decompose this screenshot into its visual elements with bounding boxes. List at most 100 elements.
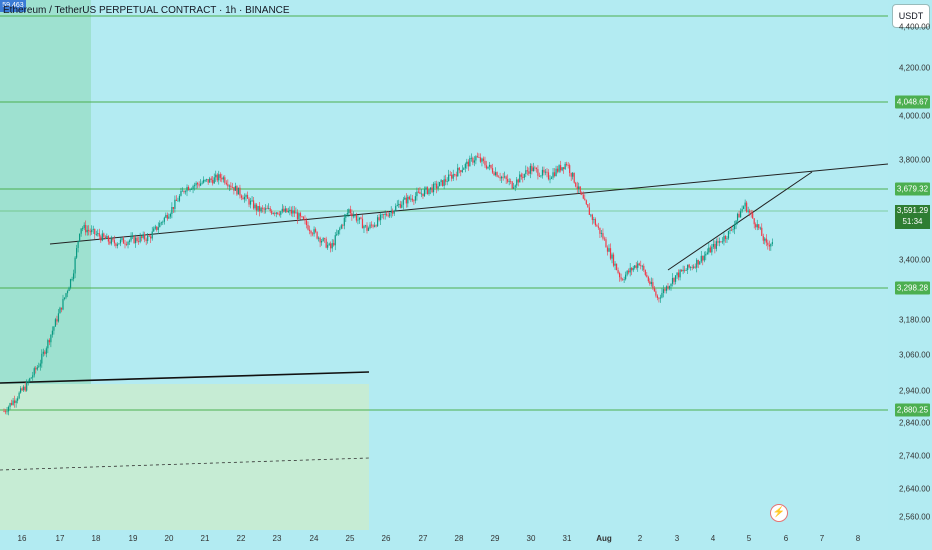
candle-body	[358, 217, 361, 220]
candle-body	[594, 219, 596, 226]
candle-body	[578, 186, 580, 189]
candle-body	[538, 175, 541, 177]
target-box	[0, 384, 369, 530]
candle-body	[647, 277, 649, 282]
candle-body	[100, 236, 102, 241]
candle-body	[623, 279, 625, 281]
corner-badge: 59.463	[0, 0, 26, 12]
candle-body	[18, 392, 20, 399]
candle-body	[534, 167, 536, 169]
candle-body	[674, 275, 677, 282]
candle-body	[475, 156, 477, 161]
candle-body	[531, 165, 533, 172]
candle-body	[765, 238, 767, 243]
candle-body	[128, 240, 131, 242]
candle-body	[697, 259, 699, 265]
candle-body	[720, 241, 722, 243]
price-chart[interactable]	[0, 0, 888, 530]
candle-body	[411, 198, 413, 201]
candle-body	[389, 213, 391, 217]
price-label: 3,800.00	[899, 155, 931, 165]
candle-body	[505, 176, 507, 180]
candle-body	[628, 270, 630, 273]
lightning-icon[interactable]: ⚡	[770, 504, 788, 522]
candle-body	[330, 243, 332, 249]
candle-body	[171, 206, 173, 214]
candle-body	[210, 178, 212, 180]
candle-body	[227, 184, 229, 187]
candle-body	[637, 263, 639, 268]
currency-button[interactable]: USDT	[892, 4, 930, 28]
candle-body	[139, 236, 141, 242]
candle-body	[104, 236, 106, 239]
candle-body	[263, 208, 265, 210]
candle-body	[255, 204, 258, 211]
candle-body	[553, 172, 556, 177]
candle-body	[561, 167, 563, 171]
candle-body	[445, 179, 447, 182]
candle-body	[752, 213, 754, 219]
symbol-title[interactable]: Ethereum / TetherUS PERPETUAL CONTRACT ·…	[3, 5, 290, 16]
candle-body	[658, 297, 660, 299]
candle-body	[767, 242, 769, 245]
candle-body	[490, 164, 492, 169]
candle-body	[626, 270, 628, 275]
candle-body	[756, 224, 758, 228]
candle-body	[417, 191, 420, 193]
price-label: 3,180.00	[899, 315, 931, 325]
price-axis[interactable]	[888, 0, 932, 550]
candle-body	[593, 219, 595, 220]
candle-body	[573, 172, 575, 183]
candle-body	[348, 209, 350, 213]
candle-body	[416, 191, 418, 197]
candle-body	[724, 236, 727, 239]
candle-body	[625, 274, 627, 280]
candle-body	[718, 241, 721, 243]
candle-body	[655, 291, 657, 296]
candle-body	[21, 388, 23, 391]
candle-body	[611, 254, 613, 259]
candle-body	[72, 273, 75, 280]
candle-body	[392, 210, 394, 214]
candle-body	[582, 194, 584, 199]
candle-body	[741, 208, 743, 212]
candle-body	[86, 229, 88, 233]
candle-body	[522, 176, 524, 178]
candle-body	[15, 400, 17, 403]
candle-body	[609, 248, 612, 259]
candle-body	[153, 228, 155, 232]
candle-body	[727, 230, 730, 239]
candle-body	[458, 167, 460, 171]
candle-body	[493, 172, 495, 176]
candle-body	[670, 283, 672, 287]
candle-body	[47, 340, 49, 349]
candle-body	[770, 243, 772, 247]
candle-body	[221, 177, 223, 180]
candle-body	[366, 225, 368, 231]
candle-body	[461, 169, 463, 173]
candle-body	[26, 381, 28, 391]
candle-body	[310, 230, 312, 234]
time-label: 27	[418, 534, 428, 543]
time-axis[interactable]	[0, 530, 888, 550]
candle-body	[638, 263, 640, 266]
candle-body	[476, 156, 479, 158]
candle-body	[485, 165, 488, 169]
candle-body	[162, 221, 164, 223]
candle-body	[275, 212, 277, 214]
candle-body	[703, 255, 705, 261]
time-label: 22	[236, 534, 246, 543]
candle-body	[246, 195, 249, 199]
candle-body	[478, 157, 480, 158]
candle-body	[496, 172, 498, 177]
candle-body	[546, 171, 548, 173]
candle-body	[380, 214, 382, 221]
candle-body	[27, 381, 29, 383]
candle-body	[537, 169, 539, 176]
candle-body	[157, 227, 159, 230]
candle-body	[656, 295, 658, 298]
candle-body	[259, 206, 261, 212]
candle-body	[743, 206, 745, 209]
candle-body	[213, 177, 215, 184]
